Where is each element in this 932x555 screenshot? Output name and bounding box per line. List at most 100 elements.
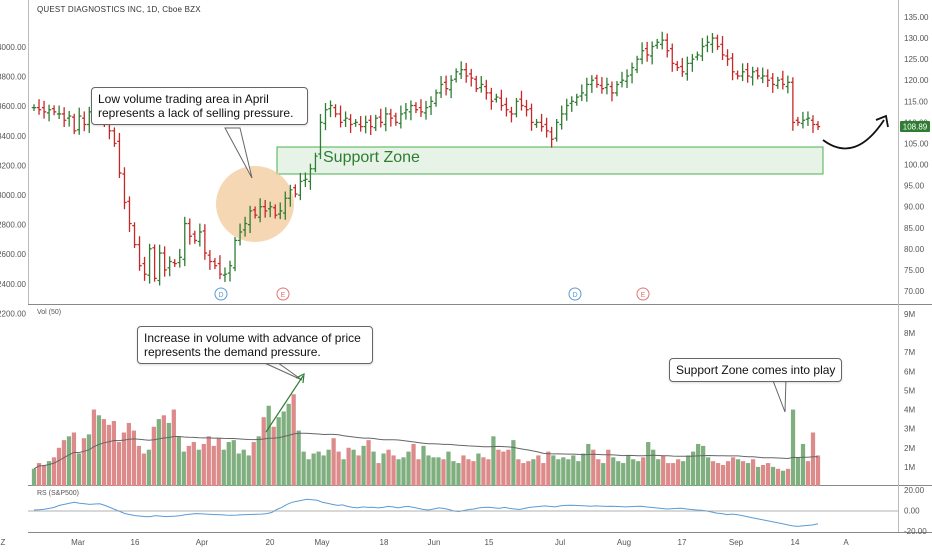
volume-bar (815, 455, 821, 486)
volume-bar (651, 449, 656, 486)
volume-bar (636, 461, 641, 486)
volume-bar (666, 463, 671, 486)
right-axis-tick: 125.00 (904, 55, 929, 64)
volume-bar (451, 461, 456, 486)
volume-axis-tick: 9M (904, 310, 915, 319)
volume-bar (161, 415, 166, 486)
volume-bar (441, 459, 446, 486)
x-axis-tick: 20 (266, 538, 275, 547)
svg-text:D: D (572, 292, 577, 299)
volume-bar (611, 457, 616, 486)
volume-bar (416, 459, 421, 486)
volume-bar (36, 463, 42, 486)
volume-bar (681, 461, 686, 486)
volume-bar (281, 411, 286, 486)
right-axis-tick: 90.00 (904, 203, 925, 212)
volume-bar (371, 451, 376, 486)
volume-annotation: Increase in volume with advance of price… (137, 326, 373, 364)
volume-bar (531, 459, 536, 486)
volume-bar (501, 451, 506, 486)
volume-bar (795, 457, 801, 486)
volume-bar (286, 403, 291, 486)
support-zone-label: Support Zone (323, 149, 420, 166)
volume-bar (701, 445, 706, 486)
volume-bar (356, 455, 361, 486)
volume-bar (261, 417, 266, 486)
price-badge: 108.89 (903, 123, 928, 132)
volume-bar (196, 449, 201, 486)
volume-bar (770, 466, 776, 486)
volume-bar (56, 447, 62, 486)
x-axis-tick: Sep (729, 538, 744, 547)
volume-bar (576, 461, 581, 486)
volume-bar (436, 457, 441, 486)
right-axis-tick: 135.00 (904, 13, 929, 22)
volume-bar (86, 434, 92, 486)
volume-bar (471, 461, 476, 486)
volume-axis-tick: 2M (904, 444, 915, 453)
marker-earnings-2[interactable]: E (636, 287, 650, 301)
volume-bar (61, 440, 67, 486)
volume-axis-tick: 7M (904, 348, 915, 357)
left-axis-tick: 3200.00 (0, 161, 27, 170)
volume-bar (780, 470, 786, 486)
volume-bar (216, 438, 221, 486)
volume-bar (686, 455, 691, 486)
volume-ma-line (33, 432, 818, 470)
volume-bar (401, 457, 406, 486)
volume-bar (750, 459, 756, 486)
volume-bar (730, 457, 736, 486)
x-axis-tick: 15 (485, 538, 494, 547)
volume-bar (71, 432, 77, 486)
support-zone (276, 146, 824, 175)
right-axis-tick: 95.00 (904, 182, 925, 191)
volume-bar (111, 421, 117, 486)
volume-bar (641, 457, 646, 486)
volume-bar (691, 451, 696, 486)
volume-bar (91, 409, 97, 486)
x-axis-tick: Z (1, 538, 6, 547)
volume-bar (316, 451, 321, 486)
volume-bar (246, 455, 251, 486)
left-axis-tick: 3600.00 (0, 102, 27, 111)
volume-bar (785, 468, 791, 486)
volume-bar (31, 468, 37, 486)
volume-bar (725, 461, 731, 486)
right-axis-tick: 105.00 (904, 139, 929, 148)
volume-bar (411, 443, 416, 486)
support-play-annotation: Support Zone comes into play (669, 358, 843, 382)
rs-axis-tick: 20.00 (904, 486, 925, 495)
volume-bar (456, 463, 461, 486)
volume-bar (136, 445, 141, 486)
volume-bar (711, 461, 716, 486)
volume-bar (386, 449, 391, 486)
volume-bar (126, 422, 132, 486)
left-axis-tick: 2800.00 (0, 221, 27, 230)
volume-bar (326, 449, 331, 486)
volume-bar (66, 436, 72, 486)
marker-dividend-2[interactable]: D (568, 287, 582, 301)
april-highlight (216, 166, 294, 242)
volume-bar (616, 461, 621, 486)
marker-dividend-1[interactable]: D (214, 287, 228, 301)
volume-bar (236, 453, 241, 486)
volume-bar (206, 436, 211, 486)
volume-bar (581, 453, 586, 486)
x-axis-tick: Aug (617, 538, 631, 547)
volume-bar (516, 459, 521, 486)
volume-bar (541, 463, 546, 486)
rs-axis: 20.00 0.00 -20.00 (904, 486, 927, 536)
volume-bar (46, 461, 52, 486)
volume-bar (221, 449, 226, 486)
april-callout-pointer (224, 127, 253, 179)
rs-pane-label: RS (S&P500) (37, 490, 80, 497)
volume-bar (626, 455, 631, 486)
volume-bar (735, 459, 741, 486)
volume-bar (276, 417, 281, 486)
volume-bar (571, 455, 576, 486)
volume-bar (601, 463, 606, 486)
volume-bar (561, 457, 566, 486)
marker-earnings-1[interactable]: E (276, 287, 290, 301)
volume-bar (476, 453, 481, 486)
